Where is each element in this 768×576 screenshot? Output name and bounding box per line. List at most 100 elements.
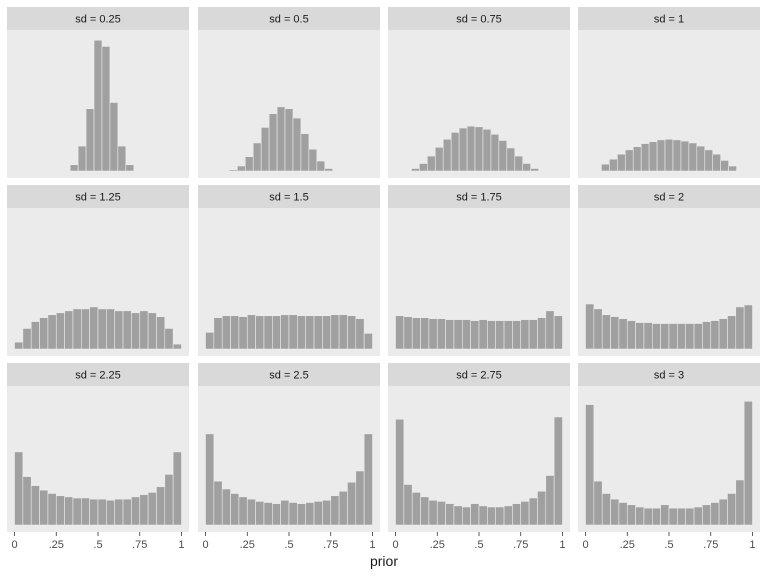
histogram-bar (624, 149, 634, 172)
histogram-bar (39, 317, 49, 350)
histogram-bar (324, 168, 334, 172)
histogram-bar (46, 170, 55, 172)
facet-strip (388, 363, 570, 386)
histogram-bar (660, 323, 670, 350)
histogram-bar (297, 315, 306, 350)
histogram-bar (237, 165, 246, 172)
x-axis-title: prior (370, 553, 398, 569)
histogram-bar (420, 496, 430, 526)
histogram-bar (213, 480, 223, 526)
histogram-bar (545, 310, 555, 350)
facet-panel: sd = 0.75 (388, 7, 570, 178)
x-tick-label: 1 (749, 539, 755, 551)
histogram-bar (420, 317, 430, 350)
facet-panel: sd = 2.25 (7, 363, 189, 532)
histogram-bar (139, 494, 149, 526)
histogram-bar (680, 140, 690, 172)
histogram-bar (610, 316, 620, 350)
x-tick-label: .5 (664, 539, 673, 551)
histogram-bar (495, 320, 505, 350)
x-tick-label: .5 (474, 539, 483, 551)
histogram-bar (213, 317, 223, 350)
histogram-bar (727, 315, 737, 350)
histogram-bar (648, 141, 658, 172)
histogram-bar (696, 145, 706, 172)
histogram-bar (149, 170, 158, 172)
histogram-bar (632, 146, 642, 172)
histogram-bar (61, 170, 71, 172)
histogram-bar (660, 504, 670, 526)
histogram-bar (364, 170, 373, 172)
histogram-bar (743, 400, 753, 526)
histogram-bar (466, 125, 476, 172)
histogram-bar (453, 505, 463, 526)
histogram-bar (664, 138, 674, 172)
facet-strip-label: sd = 2.5 (269, 370, 308, 382)
histogram-bar (478, 505, 488, 526)
histogram-bar (626, 320, 636, 350)
facet-strip (7, 185, 189, 208)
histogram-bar (453, 319, 463, 350)
x-tick-label: 0 (582, 539, 588, 551)
histogram-bar (172, 343, 182, 350)
facet-strip (578, 7, 760, 30)
histogram-bar (672, 139, 682, 172)
facet-panel: sd = 0.25 (7, 7, 189, 178)
histogram-bar (205, 332, 215, 350)
histogram-bar (246, 314, 256, 350)
histogram-bar (450, 132, 460, 172)
facet-strip (388, 185, 570, 208)
x-tick-label: .75 (132, 539, 147, 551)
histogram-bar (305, 502, 315, 526)
facet-strip (578, 185, 760, 208)
histogram-bar (710, 320, 720, 350)
histogram-bar (330, 495, 340, 526)
facet-panel: sd = 1.25 (7, 185, 189, 356)
histogram-bar (14, 170, 23, 172)
histogram-bar (617, 153, 626, 172)
histogram-bar (81, 308, 90, 350)
histogram-bar (230, 493, 240, 526)
histogram-bar (22, 328, 32, 350)
histogram-bar (263, 502, 273, 526)
histogram-bar (244, 156, 254, 172)
histogram-bar (30, 485, 40, 526)
histogram-bar (263, 315, 273, 350)
histogram-bar (403, 316, 413, 350)
histogram-bar (30, 321, 40, 350)
histogram-bar (702, 321, 712, 350)
histogram-bar (89, 498, 99, 526)
facet-strip-label: sd = 1 (654, 14, 684, 26)
histogram-bar (677, 507, 686, 526)
histogram-bar (618, 318, 628, 350)
histogram-bar (69, 164, 79, 172)
histogram-bar (538, 170, 547, 172)
histogram-bar (64, 310, 74, 350)
histogram-bar (205, 170, 214, 172)
histogram-bar (693, 323, 703, 350)
histogram-bar (101, 46, 111, 172)
histogram-bar (252, 142, 262, 172)
histogram-bar (14, 341, 24, 350)
histogram-bar (744, 170, 753, 172)
histogram-bar (330, 314, 340, 350)
histogram-bar (652, 323, 661, 350)
histogram-bar (428, 318, 438, 350)
histogram-bar (164, 328, 174, 350)
histogram-bar (268, 113, 278, 172)
histogram-bar (322, 315, 332, 350)
histogram-bar (498, 140, 508, 172)
histogram-bar (419, 163, 428, 172)
histogram-bar (238, 496, 248, 526)
histogram-bar (172, 451, 182, 526)
histogram-bar (520, 319, 530, 350)
histogram-bar (316, 160, 326, 172)
histogram-bar (165, 170, 174, 172)
facet-strip-label: sd = 1.75 (456, 192, 502, 204)
x-tick-label: 0 (392, 539, 398, 551)
histogram-bar (487, 320, 496, 350)
histogram-bar (93, 39, 103, 172)
histogram-bar (427, 155, 436, 172)
facet-strip (388, 7, 570, 30)
histogram-bar (280, 314, 290, 350)
